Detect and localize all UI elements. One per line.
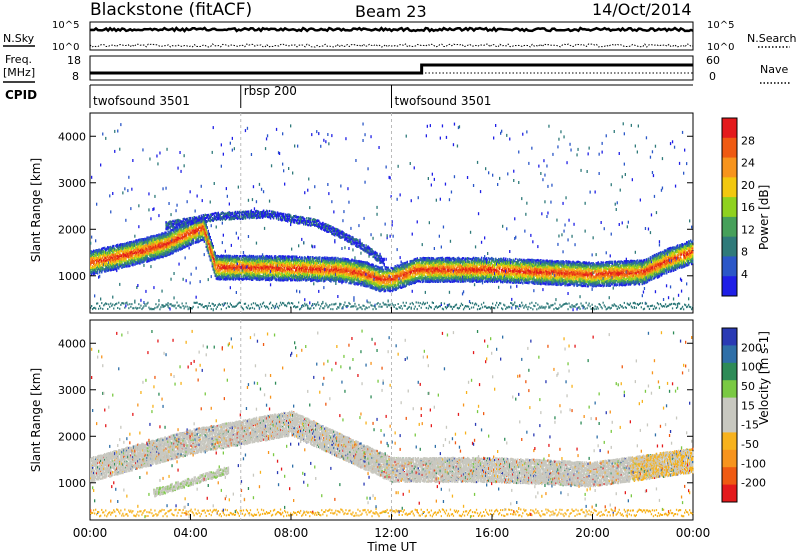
colorbar-tick-label: -200 — [741, 477, 766, 490]
colorbar-swatch — [722, 432, 737, 451]
colorbar-swatch — [722, 276, 737, 297]
nave-trace — [90, 71, 693, 74]
colorbar-tick-label: 4 — [741, 268, 748, 281]
colorbar-tick-label: -15 — [741, 419, 759, 432]
colorbar-swatch — [722, 137, 737, 159]
colorbar-swatch — [722, 157, 737, 178]
y-tick-label: 3000 — [58, 177, 86, 190]
colorbar-frame — [721, 117, 738, 297]
x-tick-label: 00:00 — [73, 526, 108, 540]
y-tick-label: 3000 — [58, 384, 86, 397]
colorbar-swatch — [722, 236, 737, 257]
nsky-tick-bottom: 10^0 — [52, 42, 79, 53]
colorbar-tick-label: -50 — [741, 438, 759, 451]
colorbar-tick-label: 15 — [741, 399, 755, 412]
colorbar-tick-label: 50 — [741, 380, 755, 393]
colorbar-swatch — [722, 328, 737, 346]
colorbar-swatch — [722, 256, 737, 277]
nsky-label: N.Sky — [3, 32, 35, 45]
colorbar-tick-label: -100 — [741, 457, 766, 470]
freq-trace — [90, 63, 693, 75]
y-tick-label: 1000 — [58, 477, 86, 490]
cpid-label: CPID — [5, 88, 37, 102]
colorbar-tick-label: 8 — [741, 246, 748, 259]
date-title: 14/Oct/2014 — [592, 0, 692, 19]
x-tick-label: 04:00 — [173, 526, 208, 540]
velocity-colorbar-label: Velocity [m s-1] — [757, 331, 771, 425]
colorbar-swatch — [722, 177, 737, 198]
cpid-segments: twofsound 3501 rbsp 200 twofsound 3501 — [89, 84, 492, 108]
data-cells — [90, 329, 694, 519]
y-tick-label: 4000 — [58, 130, 86, 143]
power-colorbar: 28 24 20 16 12 8 4 — [721, 117, 755, 297]
x-tick-label: 16:00 — [475, 526, 510, 540]
freq-tick-bottom: 8 — [72, 70, 79, 83]
y-tick-label: 2000 — [58, 430, 86, 443]
x-axis-ticks: 00:00 04:00 08:00 12:00 16:00 20:00 00:00 — [73, 526, 711, 540]
nave-label: Nave — [760, 63, 788, 76]
cpid-segment-label: rbsp 200 — [244, 84, 297, 98]
colorbar-tick-label: 20 — [741, 179, 755, 192]
nsky-trace — [89, 26, 694, 33]
power-panel: 1000 2000 3000 4000 — [58, 112, 694, 314]
colorbar-tick-label: 100 — [741, 361, 762, 374]
noise-panel — [89, 21, 694, 51]
colorbar-tick-label: 200 — [741, 341, 762, 354]
power-colorbar-label: Power [dB] — [757, 185, 771, 250]
freq-tick-top: 18 — [67, 54, 81, 67]
y-tick-label: 4000 — [58, 337, 86, 350]
freq-label: Freq. — [5, 53, 32, 66]
colorbar-swatch — [722, 197, 737, 218]
velocity-colorbar: 200 100 50 15 -15 -50 -100 -200 — [721, 327, 766, 503]
freq-unit: [MHz] — [3, 66, 35, 79]
colorbar-swatch — [722, 118, 737, 139]
colorbar-swatch — [722, 397, 737, 416]
nsearch-tick-bottom: 10^0 — [707, 42, 734, 53]
velocity-ylabel: Slant Range [km] — [29, 368, 43, 472]
data-cells — [90, 122, 694, 312]
nsky-tick-top: 10^5 — [52, 20, 79, 31]
colorbar-tick-label: 28 — [741, 134, 755, 147]
colorbar-swatch — [722, 467, 737, 486]
nsearch-label: N.Search — [747, 32, 797, 45]
colorbar-swatch — [722, 345, 737, 364]
colorbar-swatch — [722, 380, 737, 399]
x-tick-label: 12:00 — [374, 526, 409, 540]
power-ylabel: Slant Range [km] — [29, 158, 43, 262]
colorbar-swatch — [722, 415, 737, 433]
x-axis-label: Time UT — [366, 540, 417, 554]
x-tick-label: 00:00 — [676, 526, 711, 540]
y-tick-label: 1000 — [58, 270, 86, 283]
colorbar-swatch — [722, 362, 737, 381]
cpid-segment-label: twofsound 3501 — [93, 94, 190, 108]
x-tick-label: 20:00 — [575, 526, 610, 540]
colorbar-tick-label: 12 — [741, 223, 755, 236]
x-tick-label: 08:00 — [274, 526, 309, 540]
colorbar-swatch — [722, 216, 737, 238]
beam-title: Beam 23 — [355, 2, 427, 21]
colorbar-frame — [721, 327, 738, 503]
colorbar-swatch — [722, 484, 737, 503]
colorbar-tick-label: 16 — [741, 201, 755, 214]
freq-panel — [89, 55, 694, 81]
nsearch-tick-top: 10^5 — [707, 20, 734, 31]
nave-tick-top: 60 — [706, 54, 720, 67]
nsearch-trace — [89, 43, 694, 48]
nave-tick-bottom: 0 — [709, 70, 716, 83]
colorbar-swatch — [722, 449, 737, 468]
colorbar-tick-label: 24 — [741, 157, 755, 170]
cpid-segment-label: twofsound 3501 — [395, 94, 492, 108]
velocity-panel: 1000 2000 3000 4000 — [58, 319, 694, 521]
y-tick-label: 2000 — [58, 223, 86, 236]
station-title: Blackstone (fitACF) — [90, 0, 252, 20]
